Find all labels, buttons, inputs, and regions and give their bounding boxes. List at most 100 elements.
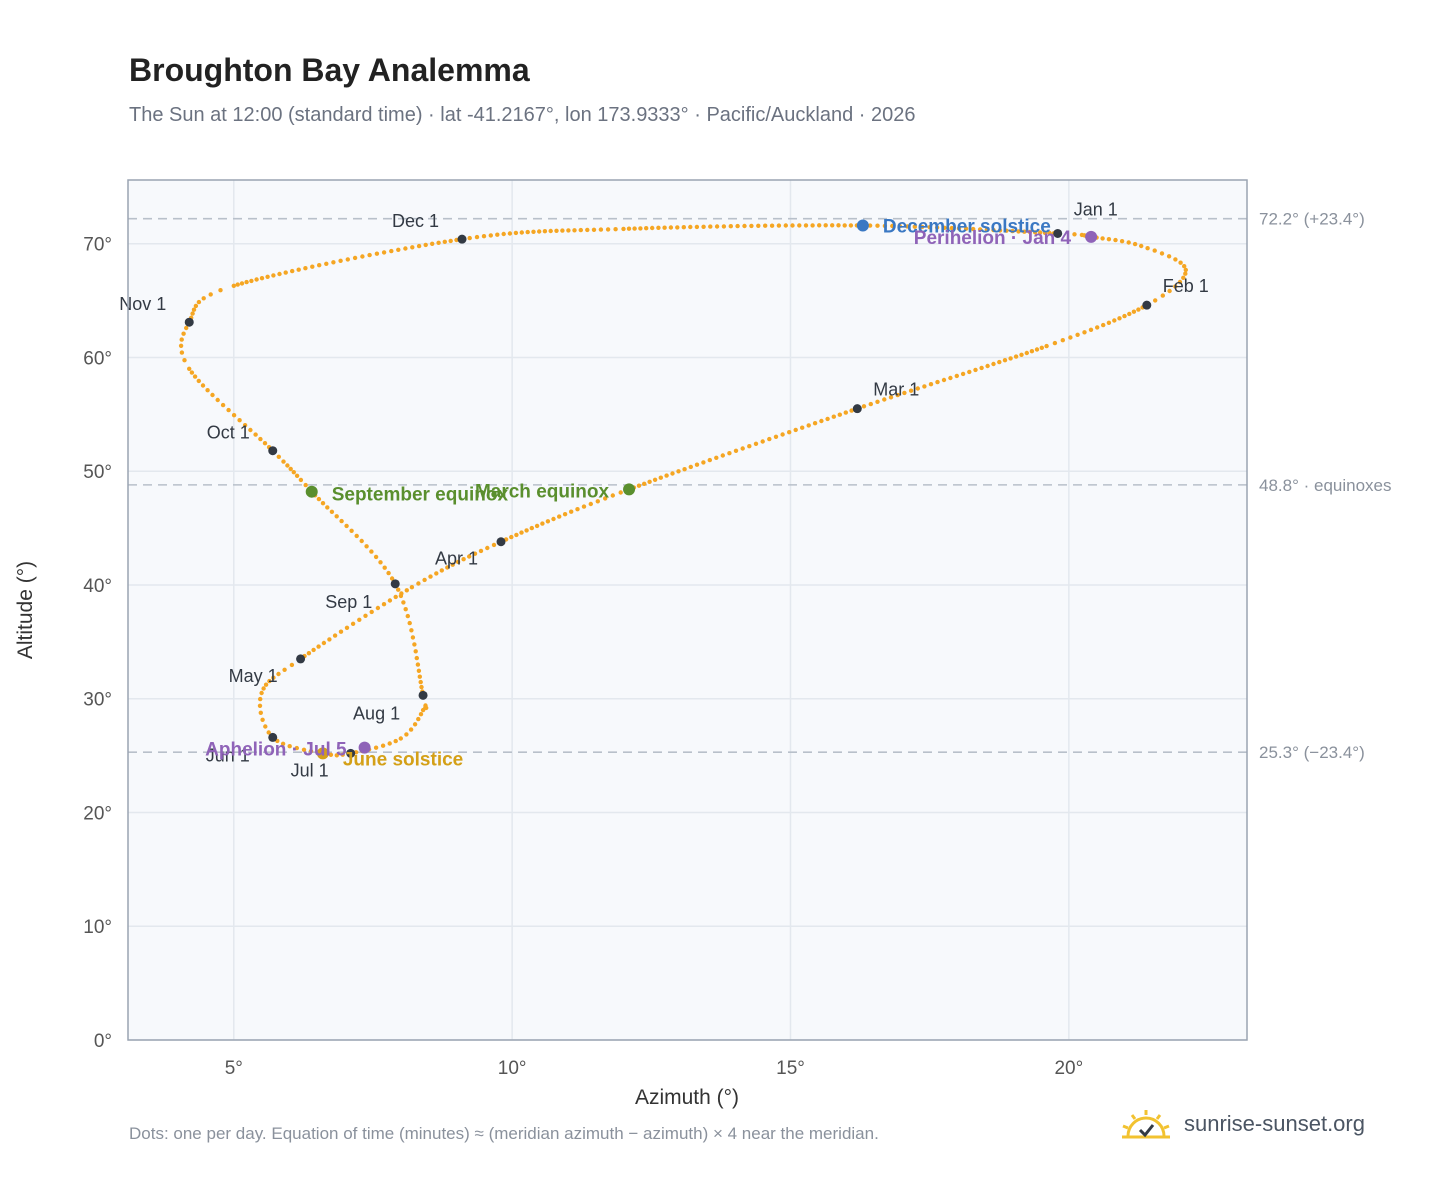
curve-dot [1088,327,1094,332]
month-label: Feb 1 [1163,276,1209,296]
curve-dot [664,473,669,478]
curve-dot [423,242,428,248]
curve-dot [419,684,424,690]
curve-dot [756,223,761,228]
curve-dot [360,254,365,259]
curve-dot [226,407,231,413]
curve-dot [485,545,490,551]
x-axis-label: Azimuth (°) [635,1086,739,1109]
curve-dot [282,667,287,672]
curve-dot [1095,325,1100,330]
curve-dot [767,436,772,442]
curve-dot [488,233,493,238]
curve-dot [638,226,643,231]
curve-dot [210,392,215,398]
curve-dot [491,542,497,548]
curve-dot [656,225,661,230]
curve-dot [271,273,276,278]
curve-dot [733,448,739,453]
curve-dot [205,388,210,393]
month-marker [390,579,400,589]
curve-dot [525,229,530,235]
curve-dot [642,481,647,486]
curve-dot [560,228,565,233]
curve-dot [367,252,372,258]
curve-dot [823,223,828,228]
curve-dot [450,562,455,567]
curve-dot [524,528,529,533]
curve-dot [1183,271,1188,276]
curve-dot [973,367,978,373]
curve-dot [760,439,765,444]
curve-dot [285,463,290,468]
curve-dot [1182,264,1187,269]
curve-dot [912,224,917,229]
curve-dot [1027,229,1033,235]
curve-dot [410,245,415,250]
curve-dot [1126,240,1131,245]
curve-dot [735,223,740,229]
curve-dot [895,392,900,398]
curve-dot [843,410,848,415]
curve-dot [413,649,418,654]
curve-dot [501,231,506,237]
curve-dot [276,671,281,677]
curve-dot [956,226,962,231]
month-marker [1053,228,1063,238]
curve-dot [338,258,343,263]
curve-dot [191,307,197,312]
curve-dot [344,523,349,529]
curve-dot [888,395,894,400]
curve-dot [434,571,439,576]
brand-logo[interactable]: sunrise-sunset.org [1120,1102,1365,1146]
y-tick-label: 40° [83,576,112,597]
curve-dot [261,686,266,691]
curve-dot [578,227,583,233]
curve-dot [1082,330,1087,335]
curve-dot [412,722,418,727]
curve-dot [652,477,658,482]
curve-dot [265,274,270,279]
curve-dot [569,509,574,514]
curve-dot [1032,230,1038,235]
curve-dot [548,228,553,234]
curve-dot [257,703,263,708]
curve-dot [398,736,403,741]
curve-dot [1100,236,1105,241]
y-tick-label: 0° [94,1031,112,1052]
curve-dot [825,416,830,422]
curve-dot [331,260,336,265]
curve-dot [417,674,422,679]
curve-dot [334,753,339,758]
month-markers: Jan 1 Feb 1 Mar 1 Apr 1 May 1 Jun 1 Jul 1 Aug 1… [119,199,1209,780]
curve-dot [769,223,775,228]
curve-dot [747,444,752,449]
curve-dot [644,226,649,231]
month-marker [296,654,306,664]
curve-dot [960,371,966,377]
curve-dot [507,231,513,236]
curve-dot [403,246,408,251]
curve-dot [708,224,713,229]
curve-dot [1183,267,1189,273]
curve-dot [350,621,356,626]
month-marker [418,690,428,700]
curve-dot [742,223,747,229]
month-marker [496,537,506,547]
curve-dot [474,234,480,240]
chart-title: Broughton Bay Analemma [129,52,530,88]
curve-dot [189,370,195,375]
curve-dot [514,532,519,538]
curve-dot [381,250,387,255]
event-marker [305,485,318,498]
event-label: December solstice [883,217,1051,238]
curve-dot [797,223,802,228]
curve-dot [396,587,401,592]
curve-dot [253,432,258,437]
curve-dot [848,223,854,228]
y-tick-label: 70° [83,235,112,256]
curve-dot [280,741,286,746]
curve-dot [842,223,847,228]
curve-dot [529,525,534,531]
